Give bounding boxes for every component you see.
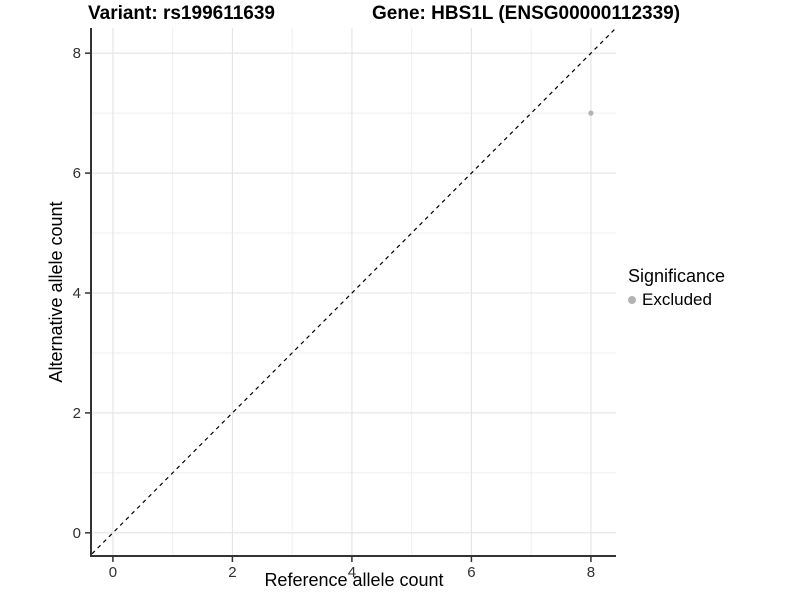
excluded-dot-icon: [628, 296, 636, 304]
plot-title-variant: Variant: rs199611639: [88, 3, 275, 24]
legend-item-label: Excluded: [642, 290, 712, 309]
svg-text:2: 2: [228, 564, 236, 581]
svg-text:8: 8: [73, 45, 81, 62]
plot-title-gene: Gene: HBS1L (ENSG00000112339): [372, 3, 681, 24]
svg-text:2: 2: [73, 405, 81, 422]
svg-text:6: 6: [73, 165, 81, 182]
y-axis-title: Alternative allele count: [46, 201, 66, 383]
svg-text:8: 8: [587, 564, 595, 581]
svg-text:4: 4: [348, 564, 356, 581]
legend: Significance Excluded: [628, 266, 798, 310]
svg-text:4: 4: [73, 285, 81, 302]
legend-title: Significance: [628, 266, 726, 286]
legend-item-excluded: Excluded: [628, 290, 798, 310]
svg-text:6: 6: [467, 564, 475, 581]
svg-text:0: 0: [73, 525, 81, 542]
data-point-excluded: [588, 110, 594, 116]
x-axis-title: Reference allele count: [264, 570, 444, 590]
svg-text:0: 0: [109, 564, 117, 581]
